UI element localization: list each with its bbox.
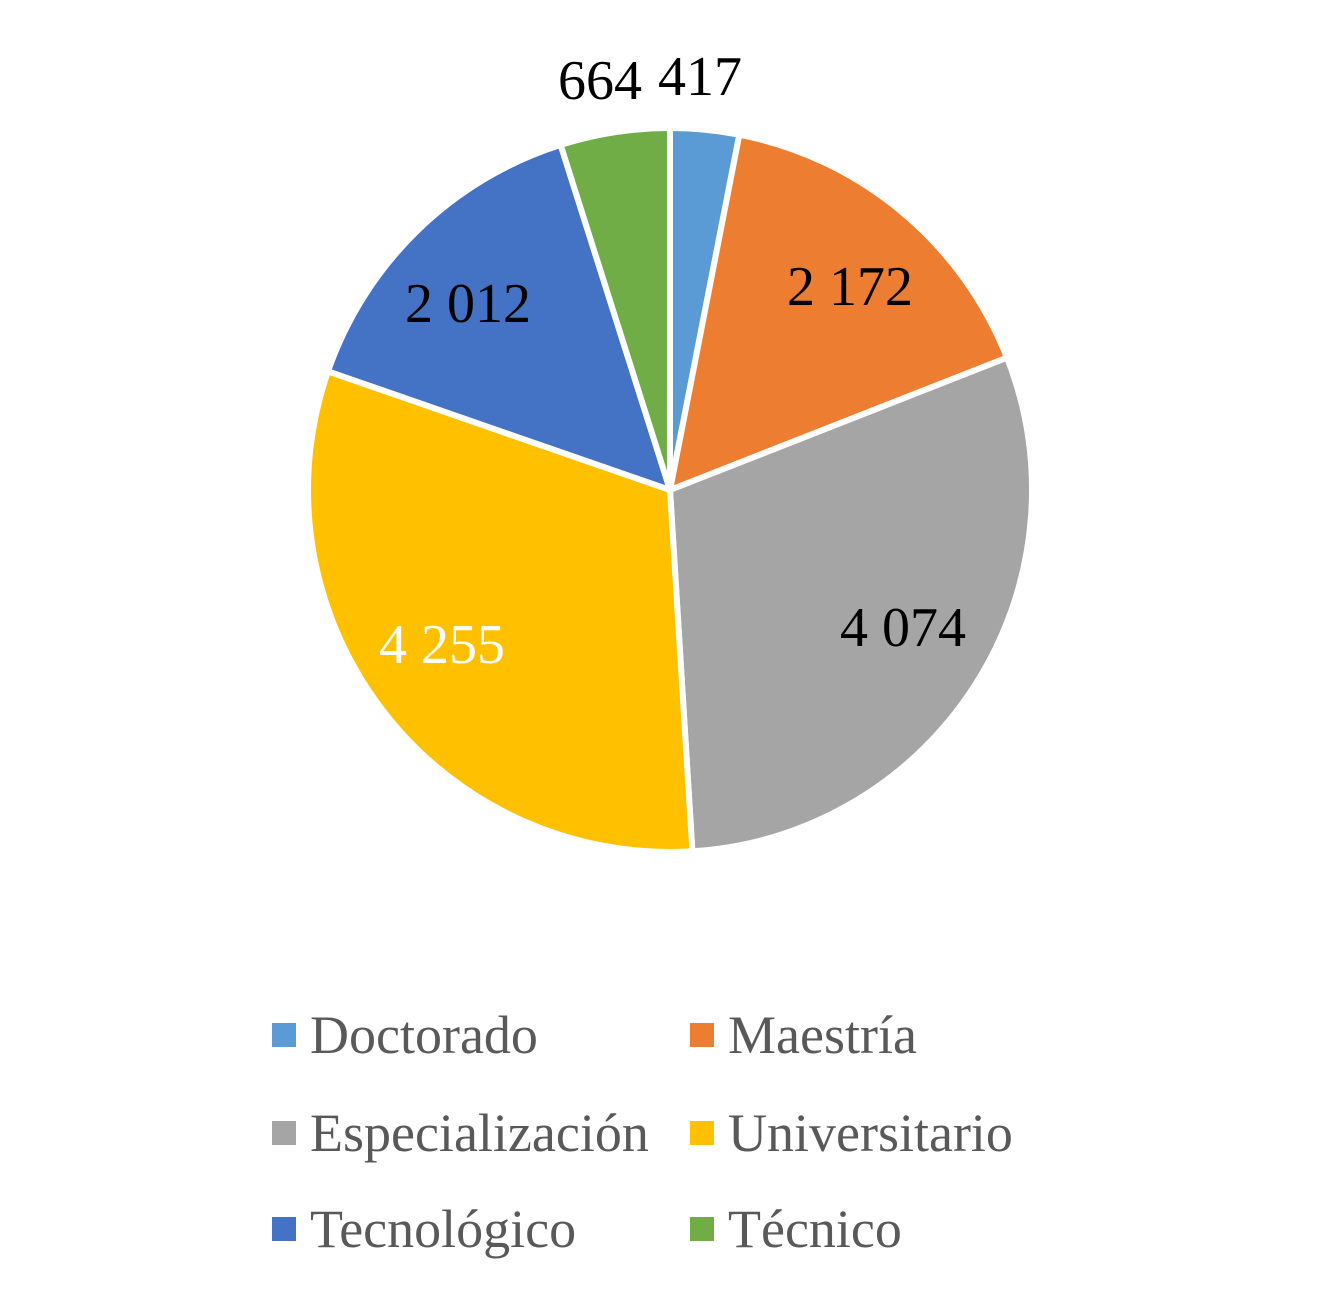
- pie-slice-maestria: [667, 131, 1010, 493]
- legend-swatch: [272, 1023, 296, 1047]
- legend-label: Tecnológico: [310, 1199, 577, 1259]
- data-label-doctorado: 417: [658, 46, 742, 108]
- pie-slice-especializacion: [667, 354, 1035, 855]
- legend-item-tecnico: Técnico: [690, 1194, 902, 1264]
- legend-item-tecnologico: Tecnológico: [272, 1194, 576, 1264]
- legend-item-universitario: Universitario: [690, 1098, 1013, 1168]
- pie-slice-tecnologico: [324, 141, 673, 493]
- legend-label: Universitario: [728, 1103, 1013, 1163]
- legend-item-especializacion: Especialización: [272, 1098, 649, 1168]
- legend-swatch: [272, 1121, 296, 1145]
- legend-label: Técnico: [728, 1199, 902, 1259]
- legend-item-doctorado: Doctorado: [272, 1000, 538, 1070]
- legend-label: Doctorado: [310, 1005, 538, 1065]
- data-label-maestria: 2 172: [787, 256, 913, 318]
- legend-swatch: [690, 1217, 714, 1241]
- legend-label: Especialización: [310, 1103, 649, 1163]
- pie-slice-tecnico: [557, 125, 673, 493]
- data-label-tecnico: 664: [558, 50, 642, 112]
- legend-item-maestria: Maestría: [690, 1000, 917, 1070]
- pie-slice-universitario: [305, 368, 696, 855]
- data-label-tecnologico: 2 012: [405, 273, 531, 335]
- data-label-universitario: 4 255: [379, 614, 505, 676]
- legend-label: Maestría: [728, 1005, 917, 1065]
- legend-swatch: [272, 1217, 296, 1241]
- legend-swatch: [690, 1023, 714, 1047]
- legend-swatch: [690, 1121, 714, 1145]
- data-label-especializacion: 4 074: [840, 597, 966, 659]
